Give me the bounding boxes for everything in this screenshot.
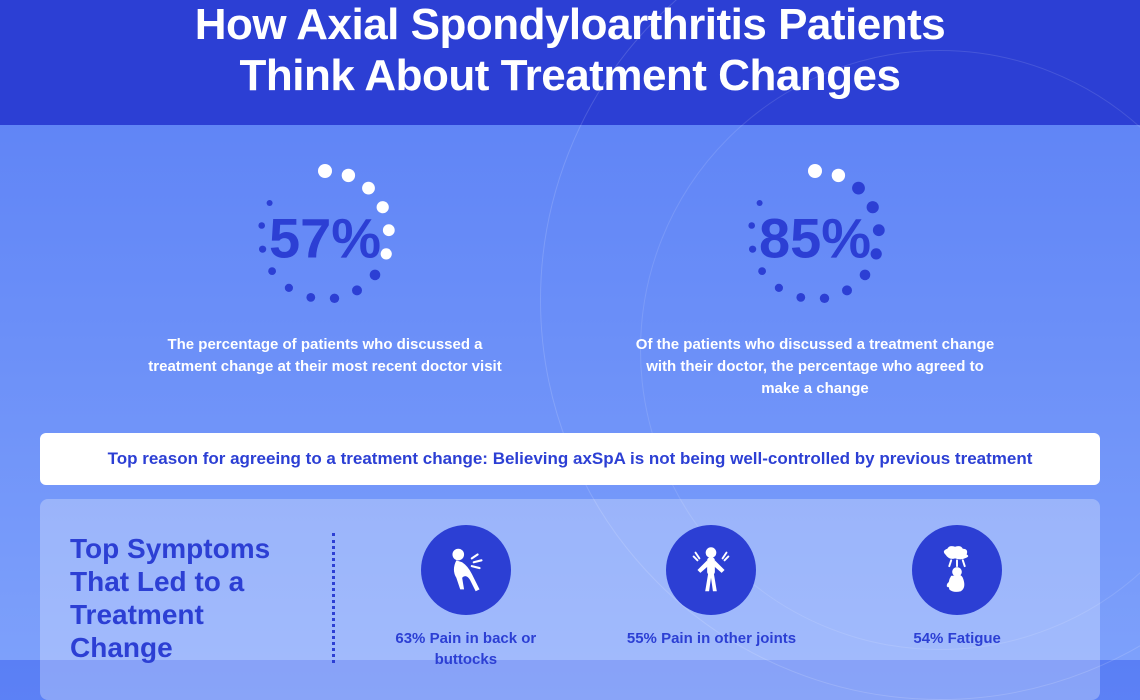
stat-desc-0: The percentage of patients who discussed… (135, 334, 515, 378)
gauge-percent-0: 57% (269, 205, 381, 270)
gauge-agreed: 85% (735, 155, 895, 320)
gauge-percent-1: 85% (759, 205, 871, 270)
stat-desc-1: Of the patients who discussed a treatmen… (625, 334, 1005, 399)
stat-agreed: 85% Of the patients who discussed a trea… (625, 155, 1005, 399)
joint-pain-icon (666, 525, 756, 615)
fatigue-icon (912, 525, 1002, 615)
symptom-label-0: 63% Pain in back or buttocks (376, 629, 556, 670)
gauge-discussed: 57% (245, 155, 405, 320)
stat-discussed: 57% The percentage of patients who discu… (135, 155, 515, 399)
symptom-back-pain: 63% Pain in back or buttocks (376, 525, 556, 670)
symptom-label-1: 55% Pain in other joints (621, 629, 801, 649)
back-pain-icon (421, 525, 511, 615)
stats-row: 57% The percentage of patients who discu… (0, 125, 1140, 419)
dotted-divider (332, 533, 335, 663)
symptom-items: 63% Pain in back or buttocks 55% Pain in… (353, 525, 1070, 670)
symptom-label-2: 54% Fatigue (867, 629, 1047, 649)
symptoms-panel: Top Symptoms That Led to a Treatment Cha… (40, 499, 1100, 700)
symptoms-title: Top Symptoms That Led to a Treatment Cha… (70, 532, 310, 664)
symptom-fatigue: 54% Fatigue (867, 525, 1047, 670)
symptom-joint-pain: 55% Pain in other joints (621, 525, 801, 670)
